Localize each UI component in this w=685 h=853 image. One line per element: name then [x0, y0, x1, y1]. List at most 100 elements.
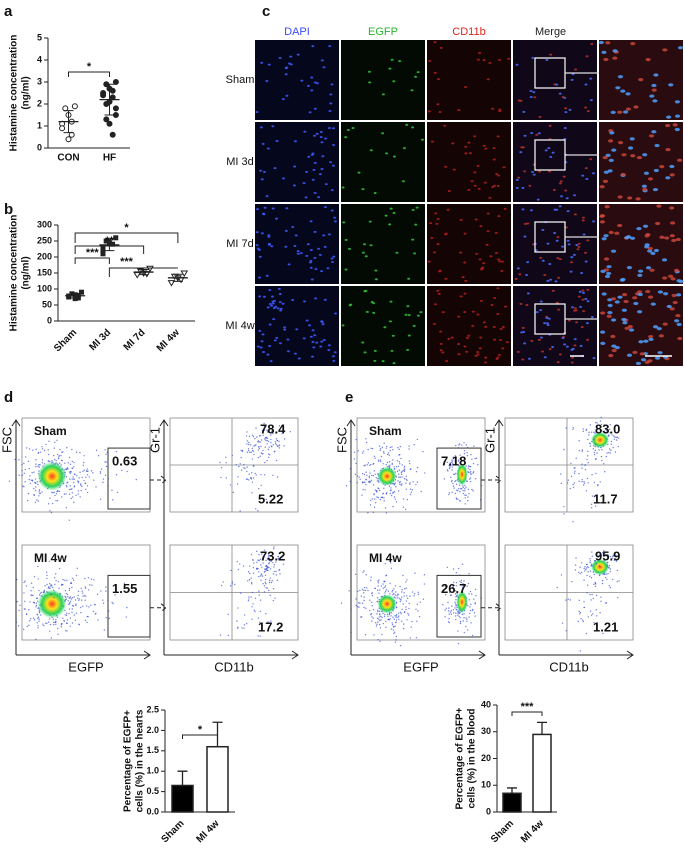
- event-dot: [54, 577, 55, 578]
- nucleus: [636, 362, 641, 365]
- nucleus: [664, 236, 669, 239]
- event-dot: [75, 620, 76, 621]
- nucleus: [527, 292, 530, 294]
- event-dot: [390, 447, 391, 448]
- nucleus: [316, 133, 319, 135]
- event-dot: [409, 463, 410, 464]
- nucleus: [525, 304, 528, 306]
- event-dot: [408, 614, 409, 615]
- nucleus: [342, 221, 345, 223]
- nucleus: [441, 351, 444, 353]
- event-dot: [49, 618, 50, 619]
- event-dot: [596, 452, 597, 453]
- event-dot: [39, 594, 40, 595]
- nucleus: [258, 295, 261, 297]
- nucleus: [464, 233, 467, 235]
- nucleus: [464, 280, 467, 282]
- event-dot: [581, 481, 582, 482]
- nucleus: [334, 351, 337, 353]
- event-dot: [377, 611, 378, 612]
- event-dot: [387, 616, 388, 617]
- nucleus: [582, 310, 585, 312]
- nucleus: [625, 92, 630, 95]
- row-label: MI 7d: [226, 238, 254, 250]
- event-dot: [563, 513, 564, 514]
- event-dot: [66, 615, 67, 616]
- event-dot: [417, 610, 418, 611]
- event-dot: [408, 448, 409, 449]
- quadrant-percentage: 73.2: [260, 548, 285, 563]
- event-dot: [264, 571, 265, 572]
- panel-label: d: [4, 389, 13, 406]
- nucleus: [464, 152, 467, 154]
- event-dot: [65, 630, 66, 631]
- event-dot: [71, 612, 72, 613]
- event-dot: [395, 585, 396, 586]
- nucleus: [411, 89, 414, 91]
- nucleus: [436, 290, 439, 292]
- event-dot: [48, 460, 49, 461]
- nucleus: [584, 252, 587, 254]
- event-dot: [31, 472, 32, 473]
- event-dot: [464, 485, 465, 486]
- event-dot: [357, 591, 358, 592]
- nucleus: [259, 170, 262, 172]
- event-dot: [588, 616, 589, 617]
- event-dot: [455, 599, 456, 600]
- event-dot: [563, 506, 564, 507]
- nucleus: [393, 362, 396, 364]
- nucleus: [559, 258, 562, 260]
- nucleus: [629, 328, 634, 331]
- nucleus: [464, 146, 467, 148]
- event-dot: [386, 447, 387, 448]
- nucleus: [474, 185, 477, 187]
- event-dot: [464, 488, 465, 489]
- event-dot: [377, 585, 378, 586]
- nucleus: [530, 209, 533, 211]
- event-dot: [380, 459, 381, 460]
- nucleus: [285, 207, 288, 209]
- event-dot: [389, 486, 390, 487]
- nucleus: [312, 346, 315, 348]
- nucleus: [332, 355, 335, 357]
- event-dot: [80, 607, 81, 608]
- event-dot: [226, 477, 227, 478]
- event-dot: [572, 484, 573, 485]
- event-dot: [405, 606, 406, 607]
- event-dot: [253, 573, 254, 574]
- event-dot: [70, 485, 71, 486]
- event-dot: [405, 482, 406, 483]
- event-dot: [474, 615, 475, 616]
- event-dot: [402, 575, 403, 576]
- event-dot: [464, 632, 465, 633]
- event-dot: [225, 462, 226, 463]
- event-dot: [588, 567, 589, 568]
- event-dot: [260, 474, 261, 475]
- event-dot: [401, 476, 402, 477]
- nucleus: [332, 360, 335, 362]
- event-dot: [468, 467, 469, 468]
- nucleus: [572, 348, 575, 350]
- nucleus: [571, 357, 574, 359]
- event-dot: [463, 487, 464, 488]
- event-dot: [590, 599, 591, 600]
- event-dot: [38, 500, 39, 501]
- event-dot: [85, 620, 86, 621]
- nucleus: [419, 311, 422, 313]
- event-dot: [61, 496, 62, 497]
- nucleus: [574, 69, 577, 71]
- event-dot: [235, 464, 236, 465]
- event-dot: [590, 445, 591, 446]
- event-dot: [599, 612, 600, 613]
- nucleus: [618, 75, 623, 78]
- event-dot: [355, 598, 356, 599]
- event-dot: [383, 453, 384, 454]
- nucleus: [547, 147, 550, 149]
- event-dot: [408, 445, 409, 446]
- nucleus: [295, 328, 298, 330]
- event-dot: [268, 453, 269, 454]
- nucleus: [546, 280, 549, 282]
- nucleus: [307, 85, 310, 87]
- event-dot: [404, 466, 405, 467]
- event-dot: [618, 580, 619, 581]
